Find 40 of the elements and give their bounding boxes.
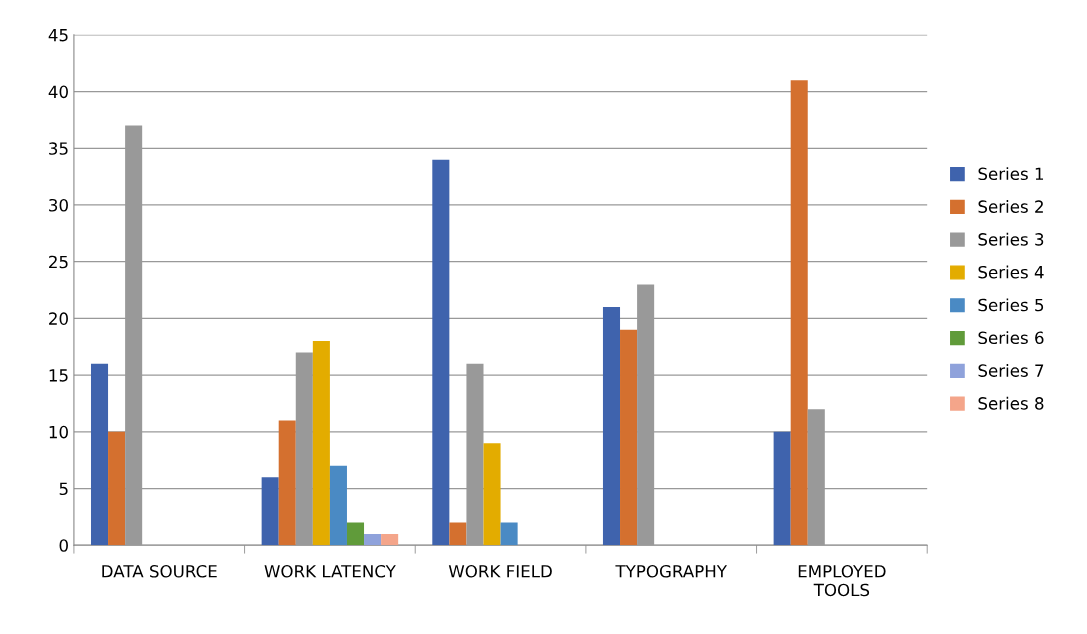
bar (346, 522, 365, 546)
bar (773, 431, 791, 546)
y-tick-label: 0 (59, 539, 68, 552)
bar (329, 465, 347, 546)
bar (108, 431, 126, 546)
bar (483, 443, 501, 546)
x-tick-label: DATA SOURCE (102, 564, 217, 578)
legend-label: Series 5 (978, 298, 1044, 312)
legend-label: Series 1 (978, 167, 1044, 181)
legend-label: Series 3 (978, 232, 1044, 246)
bar (432, 159, 450, 546)
y-tick-label: 15 (49, 369, 68, 382)
legend-label: Series 6 (978, 331, 1044, 345)
bar (602, 307, 621, 546)
y-tick-label: 10 (49, 425, 68, 439)
y-tick-label: 30 (49, 198, 68, 212)
bar (90, 363, 109, 546)
legend-label: Series 4 (978, 265, 1044, 279)
bar (620, 329, 638, 546)
y-tick-label: 35 (49, 142, 68, 155)
x-tick-label: EMPLOYED TOOLS (798, 564, 886, 597)
bar (500, 522, 518, 546)
y-tick-label: 5 (59, 482, 68, 496)
bar (278, 420, 296, 546)
x-tick-label: TYPOGRAPHY (615, 564, 728, 578)
legend-label: Series 8 (978, 396, 1044, 410)
x-tick-label: WORK FIELD (448, 564, 552, 578)
bar (312, 341, 330, 546)
bar (261, 477, 279, 546)
x-tick-label: WORK LATENCY (264, 564, 396, 578)
y-tick-label: 25 (49, 255, 68, 269)
legend-label: Series 2 (978, 200, 1043, 213)
y-tick-label: 20 (49, 312, 68, 325)
legend-label: Series 7 (978, 363, 1044, 377)
bar (381, 533, 399, 546)
bar (449, 522, 467, 546)
bar (790, 80, 808, 546)
y-tick-label: 45 (48, 29, 68, 42)
y-tick-label: 40 (48, 85, 68, 99)
bar (364, 533, 382, 546)
